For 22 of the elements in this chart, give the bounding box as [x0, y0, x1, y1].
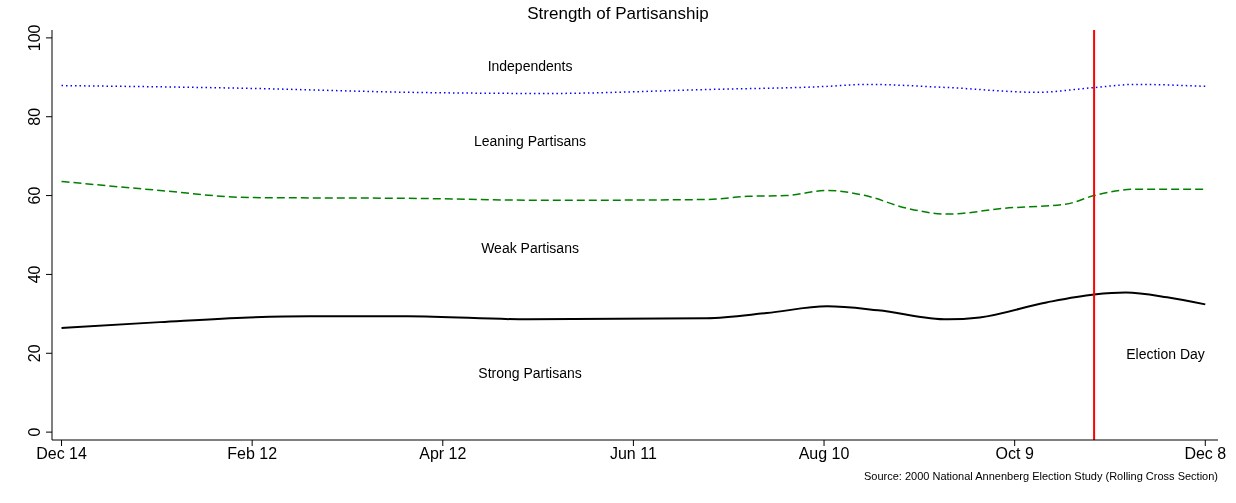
line-series — [60, 83, 1207, 95]
x-tick-label: Dec 8 — [1184, 445, 1227, 463]
x-tick-label: Jun 11 — [609, 445, 657, 463]
y-tick-label: 100 — [26, 24, 43, 52]
y-tick-label: 0 — [26, 427, 43, 437]
annotation: Independents — [487, 58, 573, 75]
annotation: Weak Partisans — [481, 239, 579, 256]
y-tick-label: 60 — [26, 186, 43, 205]
source-note: Source: 2000 National Annenberg Election Study (Rolling Cross Section) — [862, 470, 1219, 482]
x-tick-label: Dec 14 — [36, 445, 87, 463]
y-tick-label: 40 — [26, 265, 43, 284]
x-tick-label: Feb 12 — [227, 445, 278, 463]
annotation: Election Day — [1126, 345, 1205, 362]
y-tick-label: 20 — [26, 344, 43, 363]
chart-title: Strength of Partisanship — [526, 4, 710, 23]
x-tick-label: Oct 9 — [995, 445, 1034, 463]
y-tick-label: 80 — [26, 107, 43, 126]
x-tick-label: Apr 12 — [419, 445, 467, 463]
line-series — [60, 291, 1207, 330]
annotation: Strong Partisans — [478, 365, 582, 382]
x-tick-label: Aug 10 — [798, 445, 850, 463]
annotation: Leaning Partisans — [474, 133, 587, 150]
